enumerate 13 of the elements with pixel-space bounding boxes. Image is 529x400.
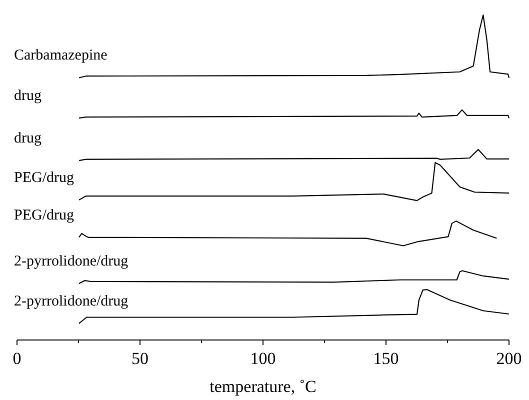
- x-tick-label: 100: [250, 349, 276, 368]
- series-label: 2-pyrrolidone/drug: [14, 253, 129, 270]
- series-label: Carbamazepine: [14, 48, 108, 64]
- x-axis-title: temperature, ˚C: [210, 377, 316, 396]
- series-label: PEG/drug: [14, 207, 74, 224]
- x-tick-label: 200: [496, 349, 522, 368]
- series-label: PEG/drug: [14, 170, 74, 186]
- text: drug: [14, 130, 42, 147]
- text: drug: [14, 88, 42, 104]
- x-tick-label: 50: [132, 349, 148, 368]
- series-label: 2-pyrrolidone/drug: [14, 293, 129, 310]
- x-tick-label: 0: [12, 349, 22, 368]
- x-tick-label: 150: [373, 349, 399, 368]
